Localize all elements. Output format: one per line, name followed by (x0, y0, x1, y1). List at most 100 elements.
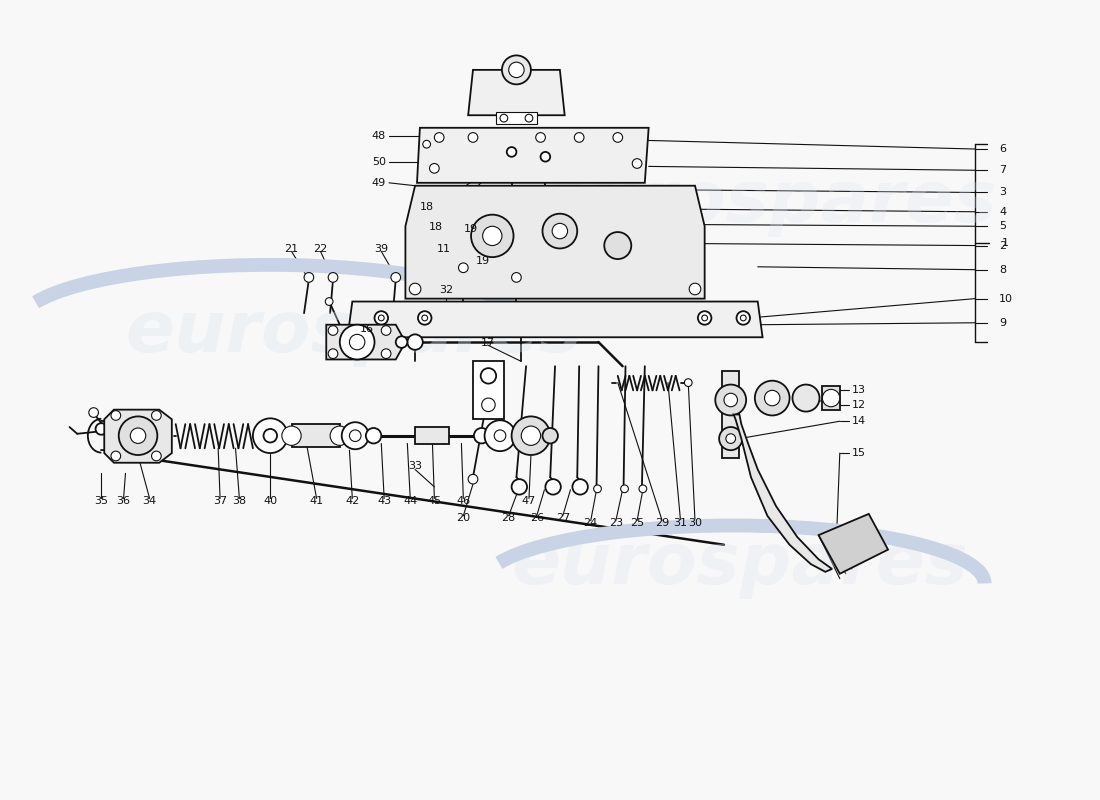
Text: 27: 27 (556, 513, 570, 522)
Circle shape (474, 428, 490, 443)
Circle shape (378, 315, 384, 321)
Circle shape (724, 394, 737, 406)
Text: 21: 21 (285, 245, 298, 254)
Circle shape (328, 326, 338, 335)
Circle shape (282, 426, 301, 446)
Text: 3: 3 (999, 187, 1007, 198)
Circle shape (525, 114, 532, 122)
Circle shape (540, 152, 550, 162)
Circle shape (726, 434, 736, 443)
Text: 23: 23 (608, 518, 623, 527)
Circle shape (512, 479, 527, 494)
Text: 43: 43 (377, 496, 392, 506)
Polygon shape (734, 414, 832, 572)
Circle shape (639, 485, 647, 493)
Text: 45: 45 (427, 496, 441, 506)
Text: 41: 41 (309, 496, 323, 506)
Circle shape (469, 133, 477, 142)
Circle shape (512, 273, 521, 282)
Text: 26: 26 (529, 513, 543, 522)
Text: 31: 31 (673, 518, 688, 527)
Text: 46: 46 (456, 496, 471, 506)
Text: 16: 16 (360, 323, 374, 334)
Circle shape (697, 311, 712, 325)
Circle shape (823, 390, 839, 406)
Polygon shape (406, 186, 705, 298)
Text: 44: 44 (403, 496, 417, 506)
Circle shape (264, 429, 277, 442)
Text: 10: 10 (999, 294, 1013, 304)
Circle shape (421, 315, 428, 321)
Text: 30: 30 (688, 518, 702, 527)
Circle shape (740, 315, 746, 321)
Text: 20: 20 (456, 513, 471, 522)
Circle shape (594, 137, 600, 142)
Circle shape (572, 479, 587, 494)
Circle shape (481, 368, 496, 383)
Text: 28: 28 (502, 513, 516, 522)
Text: eurospares: eurospares (540, 168, 998, 237)
Circle shape (328, 349, 338, 358)
Bar (496, 112, 537, 124)
Circle shape (396, 336, 407, 348)
Circle shape (253, 418, 288, 453)
Text: 8: 8 (999, 265, 1007, 274)
Circle shape (374, 311, 388, 325)
Circle shape (632, 158, 642, 168)
Text: 24: 24 (584, 518, 598, 527)
Circle shape (434, 133, 444, 142)
Text: 33: 33 (408, 461, 422, 470)
Text: 42: 42 (345, 496, 360, 506)
Circle shape (755, 381, 790, 415)
Circle shape (304, 273, 313, 282)
Text: 4: 4 (999, 206, 1007, 217)
Circle shape (684, 378, 692, 386)
Text: 35: 35 (95, 496, 109, 506)
Text: 36: 36 (117, 496, 131, 506)
Circle shape (382, 349, 390, 358)
Circle shape (429, 163, 439, 173)
Circle shape (737, 311, 750, 325)
Circle shape (500, 114, 508, 122)
Text: 13: 13 (851, 386, 866, 395)
Circle shape (502, 55, 531, 84)
Text: 22: 22 (314, 245, 328, 254)
Circle shape (330, 426, 350, 446)
Text: 29: 29 (656, 518, 669, 527)
Text: eurospares: eurospares (125, 298, 582, 367)
Circle shape (764, 390, 780, 406)
Circle shape (546, 479, 561, 494)
Circle shape (409, 283, 421, 294)
Circle shape (326, 298, 333, 306)
Circle shape (604, 232, 631, 259)
Text: 39: 39 (374, 245, 388, 254)
Circle shape (512, 417, 550, 455)
Circle shape (342, 422, 369, 450)
Circle shape (715, 385, 746, 415)
Circle shape (130, 428, 146, 443)
Circle shape (483, 226, 502, 246)
Circle shape (719, 427, 742, 450)
Text: eurospares: eurospares (512, 530, 968, 598)
Circle shape (507, 147, 516, 157)
Text: 12: 12 (851, 400, 866, 410)
Circle shape (542, 428, 558, 443)
Circle shape (471, 214, 514, 257)
Text: 1: 1 (1002, 238, 1009, 248)
Circle shape (702, 315, 707, 321)
Circle shape (620, 485, 628, 493)
Text: 32: 32 (439, 285, 453, 295)
Circle shape (521, 426, 540, 446)
Circle shape (350, 334, 365, 350)
Bar (473, 362, 504, 419)
Text: 48: 48 (372, 131, 386, 142)
Circle shape (96, 423, 107, 434)
Circle shape (152, 410, 162, 420)
Text: 7: 7 (999, 166, 1007, 175)
Polygon shape (348, 302, 762, 338)
Text: 14: 14 (851, 416, 866, 426)
Circle shape (328, 273, 338, 282)
Text: 50: 50 (372, 157, 386, 166)
Circle shape (89, 408, 99, 418)
Circle shape (690, 283, 701, 294)
